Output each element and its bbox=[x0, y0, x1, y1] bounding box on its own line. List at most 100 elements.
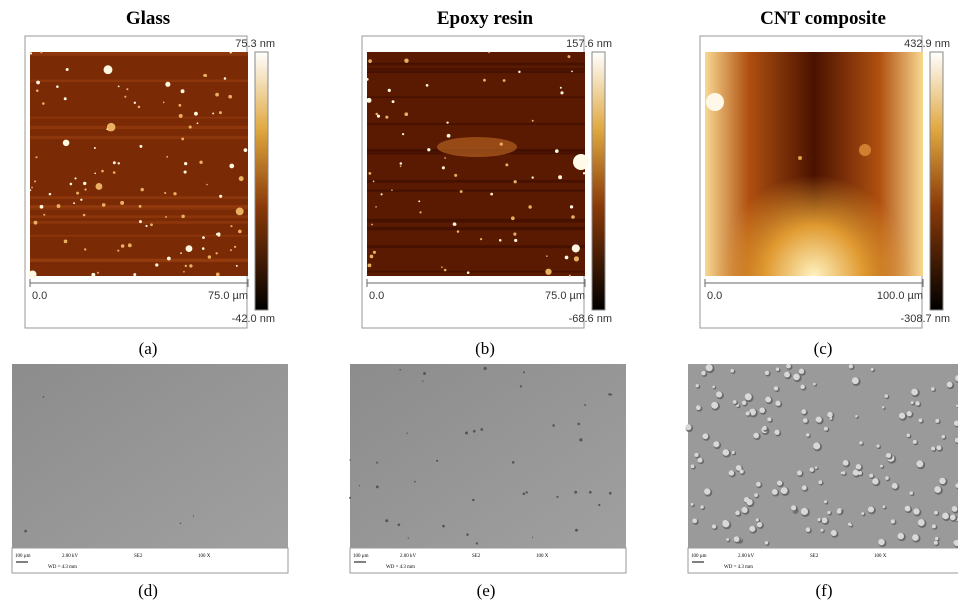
particle bbox=[483, 79, 486, 82]
bump bbox=[756, 482, 761, 487]
info-magnification: 100 X bbox=[198, 554, 211, 559]
scan-line bbox=[367, 68, 585, 70]
particle bbox=[442, 166, 445, 169]
particle bbox=[76, 192, 79, 195]
bump bbox=[885, 394, 888, 397]
particle bbox=[83, 214, 86, 217]
bump bbox=[691, 503, 694, 506]
afm-image bbox=[30, 52, 248, 276]
particle bbox=[528, 205, 531, 208]
particle bbox=[444, 157, 446, 159]
particle bbox=[138, 106, 141, 109]
bump bbox=[911, 389, 918, 396]
particle bbox=[375, 206, 377, 208]
particle bbox=[404, 112, 408, 116]
speck bbox=[406, 432, 407, 433]
particle bbox=[216, 273, 220, 277]
bump bbox=[842, 471, 845, 474]
particle bbox=[236, 207, 244, 215]
bump bbox=[753, 433, 759, 439]
particle bbox=[70, 183, 73, 186]
speck bbox=[575, 529, 578, 532]
particle bbox=[467, 271, 470, 274]
particle bbox=[63, 140, 70, 147]
bump bbox=[882, 406, 884, 408]
bump bbox=[907, 434, 910, 437]
bump bbox=[886, 453, 891, 458]
bump bbox=[691, 464, 695, 468]
speck bbox=[523, 371, 525, 373]
color-bar bbox=[255, 52, 268, 310]
info-wd: WD = 4.3 mm bbox=[386, 565, 415, 570]
speck bbox=[466, 533, 469, 536]
particle bbox=[230, 249, 232, 251]
bump bbox=[818, 518, 821, 521]
particle bbox=[571, 215, 575, 219]
particle bbox=[441, 266, 443, 268]
scan-line bbox=[367, 123, 585, 125]
particle bbox=[94, 147, 96, 149]
speck bbox=[579, 438, 582, 441]
info-magnification: 100 X bbox=[874, 554, 887, 559]
scan-line bbox=[367, 96, 585, 98]
speck bbox=[442, 525, 445, 528]
particle bbox=[64, 97, 67, 100]
speck bbox=[398, 523, 401, 526]
particle bbox=[569, 275, 571, 277]
particle bbox=[404, 58, 408, 62]
bump bbox=[774, 430, 779, 435]
bump bbox=[816, 416, 822, 422]
x-end-label: 75.0 µm bbox=[208, 290, 248, 302]
particle bbox=[236, 265, 238, 267]
particle bbox=[189, 264, 192, 267]
speck bbox=[520, 385, 522, 387]
bump bbox=[704, 488, 710, 494]
speck bbox=[608, 393, 611, 396]
particle bbox=[189, 125, 192, 128]
min-label: -42.0 nm bbox=[232, 313, 275, 325]
bump bbox=[733, 400, 737, 404]
particle bbox=[532, 176, 534, 178]
particle bbox=[181, 138, 184, 141]
large-particle bbox=[573, 154, 589, 170]
particle bbox=[124, 96, 126, 98]
bump bbox=[829, 417, 832, 420]
speck bbox=[408, 537, 409, 538]
info-detector: SE2 bbox=[472, 554, 481, 559]
particle bbox=[234, 246, 236, 248]
info-magnification: 100 X bbox=[536, 554, 549, 559]
caption: (c) bbox=[814, 339, 833, 358]
bump bbox=[813, 383, 816, 386]
speck bbox=[473, 430, 476, 433]
particle bbox=[219, 111, 222, 114]
particle bbox=[164, 192, 166, 194]
particle bbox=[511, 216, 515, 220]
speck bbox=[512, 461, 515, 464]
particle bbox=[64, 240, 68, 244]
particle bbox=[165, 82, 170, 87]
speck bbox=[465, 431, 468, 434]
bump bbox=[746, 499, 752, 505]
bump bbox=[754, 493, 758, 497]
particle bbox=[514, 239, 517, 242]
bump bbox=[815, 466, 817, 468]
particle bbox=[31, 187, 33, 189]
bump bbox=[696, 405, 701, 410]
speck bbox=[422, 380, 423, 381]
speck bbox=[349, 497, 351, 499]
particle bbox=[480, 238, 482, 240]
particle bbox=[427, 148, 430, 151]
particle bbox=[184, 170, 187, 173]
particle bbox=[66, 68, 69, 71]
bump bbox=[810, 468, 814, 472]
bump bbox=[934, 541, 938, 545]
particle bbox=[215, 252, 217, 254]
info-voltage: 2.00 kV bbox=[400, 554, 417, 559]
panel-title: Epoxy resin bbox=[437, 8, 534, 29]
particle bbox=[40, 205, 44, 209]
particle bbox=[560, 87, 562, 89]
bump bbox=[932, 524, 936, 528]
bright-spot bbox=[706, 93, 724, 111]
particle bbox=[513, 233, 516, 236]
scan-line bbox=[367, 71, 585, 73]
